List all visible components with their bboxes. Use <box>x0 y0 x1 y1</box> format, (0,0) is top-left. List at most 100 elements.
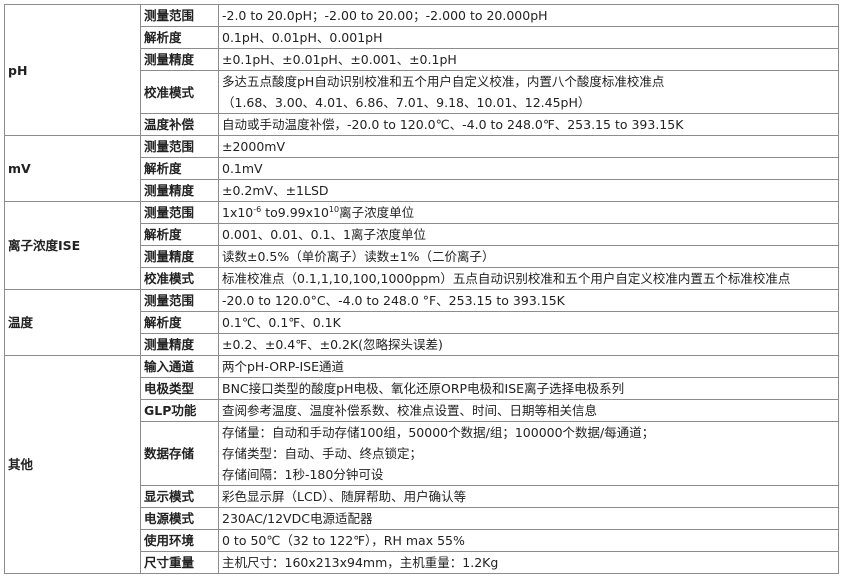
spec-row: pH 测量范围 -2.0 to 20.0pH；-2.00 to 20.00；-2.0… <box>4 4 839 136</box>
spec-value: 读数±0.5%（单价离子）读数±1%（二价离子） <box>218 245 839 268</box>
group-name: mV <box>4 135 141 202</box>
exponent: -6 <box>253 204 262 214</box>
group-name: 温度 <box>4 289 141 356</box>
spec-line: （1.68、3.00、4.01、6.86、7.01、9.18、10.01、12.… <box>222 95 591 110</box>
spec-row: 校准模式 多达五点酸度pH自动识别校准和五个用户自定义校准，内置八个酸度标准校准点… <box>5 70 839 114</box>
spec-line: 两个pH-ORP-ISE通道 <box>222 359 345 374</box>
spec-text: 1x10 <box>222 205 254 220</box>
spec-line: 存储类型：自动、手动、终点锁定； <box>222 446 423 461</box>
exponent: 10 <box>328 204 340 214</box>
spec-line: 自动或手动温度补偿，-20.0 to 120.0℃、-4.0 to 248.0℉… <box>222 117 684 132</box>
spec-row: 测量精度 读数±0.5%（单价离子）读数±1%（二价离子） <box>5 245 839 268</box>
spec-line: 0.1pH、0.01pH、0.001pH <box>222 30 383 45</box>
group-name: 离子浓度ISE <box>4 201 141 290</box>
spec-label: 测量精度 <box>140 333 219 356</box>
spec-line: ±0.2、±0.4℉、±0.2K(忽略探头误差) <box>222 337 443 352</box>
spec-line: 标准校准点（0.1,1,10,100,1000ppm）五点自动识别校准和五个用户… <box>222 271 791 286</box>
spec-row: 解析度 0.1℃、0.1℉、0.1K <box>5 311 839 334</box>
spec-table-body: pH 测量范围 -2.0 to 20.0pH；-2.00 to 20.00；-2.0… <box>4 4 839 574</box>
group-name: pH <box>4 4 141 136</box>
spec-value: 自动或手动温度补偿，-20.0 to 120.0℃、-4.0 to 248.0℉… <box>218 113 839 136</box>
spec-line: 主机尺寸：160x213x94mm，主机重量：1.2Kg <box>222 555 499 570</box>
spec-label: 电极类型 <box>140 377 219 400</box>
spec-value: 两个pH-ORP-ISE通道 <box>218 355 839 378</box>
spec-row: 数据存储 存储量：自动和手动存储100组，50000个数据/组；100000个数据… <box>5 421 839 486</box>
spec-text: 离子浓度单位 <box>339 205 415 220</box>
spec-value: ±0.2mV、±1LSD <box>218 179 839 202</box>
spec-row: 测量精度 ±0.2、±0.4℉、±0.2K(忽略探头误差) <box>5 333 839 356</box>
spec-label: 测量精度 <box>140 245 219 268</box>
spec-label: 解析度 <box>140 311 219 334</box>
spec-line: -20.0 to 120.0°C、-4.0 to 248.0 °F、253.15… <box>222 293 565 308</box>
spec-row: 电源模式 230AC/12VDC电源适配器 <box>5 507 839 530</box>
spec-line: -2.0 to 20.0pH；-2.00 to 20.00；-2.000 to … <box>222 8 548 23</box>
spec-row: 温度 测量范围 -20.0 to 120.0°C、-4.0 to 248.0 °F、… <box>4 289 839 356</box>
spec-label: 测量精度 <box>140 179 219 202</box>
spec-value: 标准校准点（0.1,1,10,100,1000ppm）五点自动识别校准和五个用户… <box>218 267 839 290</box>
spec-value: 多达五点酸度pH自动识别校准和五个用户自定义校准，内置八个酸度标准校准点 （1.6… <box>218 70 839 114</box>
spec-label: 测量范围 <box>140 201 219 224</box>
spec-line: 0.001、0.01、0.1、1离子浓度单位 <box>222 227 426 242</box>
spec-label: 温度补偿 <box>140 113 219 136</box>
spec-label: 解析度 <box>140 157 219 180</box>
spec-label: 解析度 <box>140 26 219 49</box>
spec-value: 0.1℃、0.1℉、0.1K <box>218 311 839 334</box>
spec-value: 1x10-6 to9.99x1010离子浓度单位 <box>218 201 839 224</box>
spec-value: 0.1mV <box>218 157 839 180</box>
spec-value: 主机尺寸：160x213x94mm，主机重量：1.2Kg <box>218 551 839 574</box>
spec-value: 存储量：自动和手动存储100组，50000个数据/组；100000个数据/每通道… <box>218 421 839 486</box>
spec-line: 230AC/12VDC电源适配器 <box>222 511 373 526</box>
spec-label: 数据存储 <box>140 421 219 486</box>
spec-row: 使用环境 0 to 50℃（32 to 122℉），RH max 55% <box>5 529 839 552</box>
spec-row: 校准模式 标准校准点（0.1,1,10,100,1000ppm）五点自动识别校准和… <box>5 267 839 290</box>
spec-row: 测量精度 ±0.1pH、±0.01pH、±0.001、±0.1pH <box>5 48 839 71</box>
spec-label: 测量范围 <box>140 135 219 158</box>
spec-label: 显示模式 <box>140 485 219 508</box>
spec-line: 查阅参考温度、温度补偿系数、校准点设置、时间、日期等相关信息 <box>222 403 598 418</box>
spec-value: 0.001、0.01、0.1、1离子浓度单位 <box>218 223 839 246</box>
spec-value: 查阅参考温度、温度补偿系数、校准点设置、时间、日期等相关信息 <box>218 399 839 422</box>
spec-line: 0 to 50℃（32 to 122℉），RH max 55% <box>222 533 465 548</box>
spec-line: 彩色显示屏（LCD）、随屏帮助、用户确认等 <box>222 489 467 504</box>
spec-label: 校准模式 <box>140 267 219 290</box>
spec-line: BNC接口类型的酸度pH电极、氧化还原ORP电极和ISE离子选择电极系列 <box>222 381 625 396</box>
spec-line: ±2000mV <box>222 139 286 154</box>
spec-label: 测量范围 <box>140 4 219 27</box>
spec-label: 输入通道 <box>140 355 219 378</box>
spec-label: GLP功能 <box>140 399 219 422</box>
spec-line: 读数±0.5%（单价离子）读数±1%（二价离子） <box>222 249 495 264</box>
spec-label: 解析度 <box>140 223 219 246</box>
spec-value: ±2000mV <box>218 135 839 158</box>
group-name: 其他 <box>4 355 141 574</box>
spec-line: 0.1mV <box>222 161 263 176</box>
spec-row: 离子浓度ISE 测量范围 1x10-6 to9.99x1010离子浓度单位 <box>4 201 839 290</box>
spec-value: -2.0 to 20.0pH；-2.00 to 20.00；-2.000 to … <box>218 4 839 27</box>
spec-label: 使用环境 <box>140 529 219 552</box>
spec-text: to9.99x10 <box>261 205 329 220</box>
spec-row: GLP功能 查阅参考温度、温度补偿系数、校准点设置、时间、日期等相关信息 <box>5 399 839 422</box>
spec-value: BNC接口类型的酸度pH电极、氧化还原ORP电极和ISE离子选择电极系列 <box>218 377 839 400</box>
spec-table: pH 测量范围 -2.0 to 20.0pH；-2.00 to 20.00；-2.0… <box>4 4 839 574</box>
spec-line: 存储量：自动和手动存储100组，50000个数据/组；100000个数据/每通道… <box>222 425 655 440</box>
spec-value: -20.0 to 120.0°C、-4.0 to 248.0 °F、253.15… <box>218 289 839 312</box>
spec-label: 测量范围 <box>140 289 219 312</box>
spec-label: 电源模式 <box>140 507 219 530</box>
spec-row: mV 测量范围 ±2000mV <box>4 135 839 202</box>
spec-label: 尺寸重量 <box>140 551 219 574</box>
spec-label: 测量精度 <box>140 48 219 71</box>
spec-value: 彩色显示屏（LCD）、随屏帮助、用户确认等 <box>218 485 839 508</box>
spec-value: 230AC/12VDC电源适配器 <box>218 507 839 530</box>
spec-row: 其他 输入通道 两个pH-ORP-ISE通道 <box>4 355 839 574</box>
spec-row: 尺寸重量 主机尺寸：160x213x94mm，主机重量：1.2Kg <box>5 551 839 574</box>
spec-value: ±0.1pH、±0.01pH、±0.001、±0.1pH <box>218 48 839 71</box>
spec-line: 0.1℃、0.1℉、0.1K <box>222 315 341 330</box>
spec-row: 电极类型 BNC接口类型的酸度pH电极、氧化还原ORP电极和ISE离子选择电极系列 <box>5 377 839 400</box>
spec-line: 存储间隔：1秒-180分钟可设 <box>222 467 384 482</box>
spec-value: ±0.2、±0.4℉、±0.2K(忽略探头误差) <box>218 333 839 356</box>
spec-line: ±0.1pH、±0.01pH、±0.001、±0.1pH <box>222 52 457 67</box>
spec-value: 0.1pH、0.01pH、0.001pH <box>218 26 839 49</box>
spec-line: ±0.2mV、±1LSD <box>222 183 329 198</box>
spec-row: 解析度 0.1mV <box>5 157 839 180</box>
spec-value: 0 to 50℃（32 to 122℉），RH max 55% <box>218 529 839 552</box>
